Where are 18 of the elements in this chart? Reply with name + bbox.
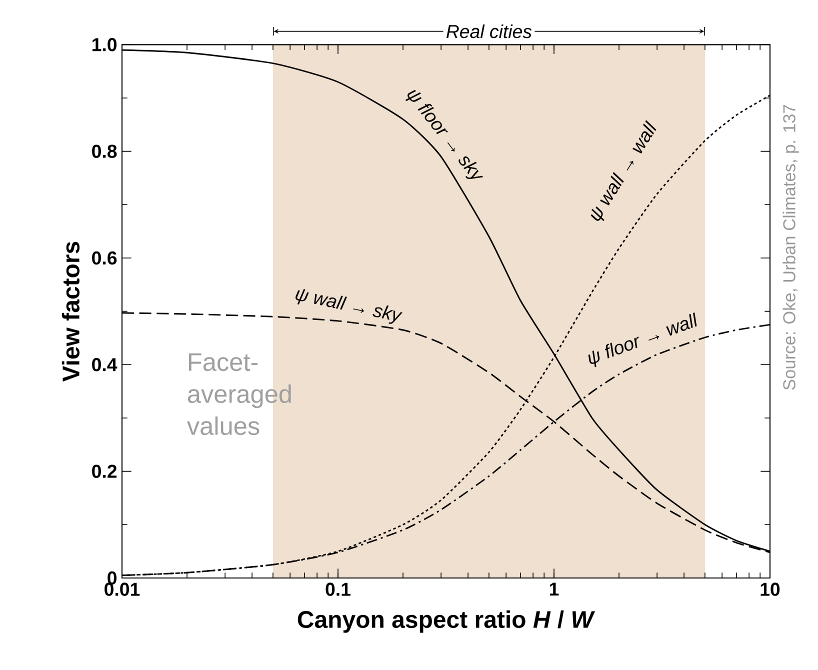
y-tick-label: 0.2 bbox=[92, 464, 117, 478]
x-tick-label: 0.1 bbox=[326, 582, 350, 596]
x-tick-label: 1 bbox=[550, 582, 559, 596]
y-tick-label: 1.0 bbox=[92, 38, 117, 52]
x-axis-title: Canyon aspect ratio H / W bbox=[298, 610, 596, 633]
y-axis-title: View factors bbox=[62, 242, 80, 382]
band-label: Real cities bbox=[446, 24, 532, 38]
annotation: Facet-averaged values bbox=[186, 353, 291, 436]
y-tick-label: 0.4 bbox=[92, 358, 118, 372]
y-tick-label: 0.8 bbox=[92, 144, 117, 158]
text: ψ floor → wall bbox=[588, 312, 697, 368]
text: ψ floor → sky bbox=[405, 90, 484, 179]
text: ψ wall → sky bbox=[296, 289, 403, 324]
y-tick-label: 0 bbox=[108, 571, 117, 585]
x-tick-label: 10 bbox=[760, 582, 780, 596]
x-tick-label: 0.01 bbox=[104, 582, 140, 596]
y-tick-label: 0.6 bbox=[92, 251, 117, 265]
source-note: Source: Oke, Urban Climates, p. 137 bbox=[782, 105, 799, 390]
